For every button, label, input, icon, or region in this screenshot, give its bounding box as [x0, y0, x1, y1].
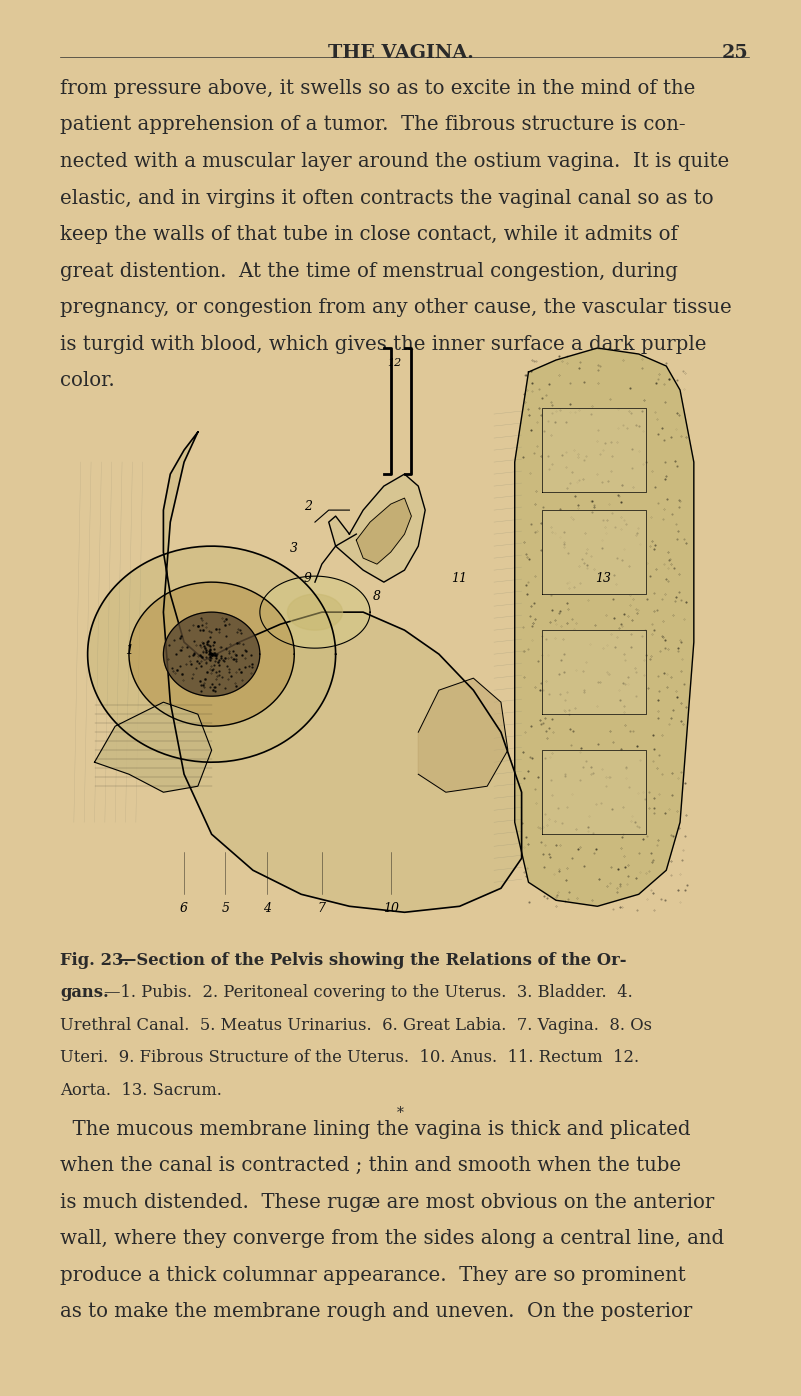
- Polygon shape: [95, 702, 211, 793]
- Polygon shape: [356, 498, 412, 564]
- Text: —1. Pubis.  2. Peritoneal covering to the Uterus.  3. Bladder.  4.: —1. Pubis. 2. Peritoneal covering to the…: [104, 984, 633, 1001]
- Text: great distention.  At the time of menstrual congestion, during: great distention. At the time of menstru…: [60, 262, 678, 281]
- Text: from pressure above, it swells so as to excite in the mind of the: from pressure above, it swells so as to …: [60, 78, 695, 98]
- Polygon shape: [515, 348, 694, 906]
- Text: pregnancy, or congestion from any other cause, the vascular tissue: pregnancy, or congestion from any other …: [60, 299, 732, 317]
- Text: Aorta.  13. Sacrum.: Aorta. 13. Sacrum.: [60, 1082, 222, 1099]
- Text: 3: 3: [290, 542, 298, 556]
- Text: 5: 5: [221, 902, 229, 916]
- Text: 6: 6: [180, 902, 188, 916]
- Text: 9: 9: [304, 572, 312, 585]
- Polygon shape: [542, 408, 646, 493]
- Text: is turgid with blood, which gives the inner surface a dark purple: is turgid with blood, which gives the in…: [60, 335, 706, 355]
- Text: 8: 8: [373, 591, 381, 603]
- Text: nected with a muscular layer around the ostium vagina.  It is quite: nected with a muscular layer around the …: [60, 152, 730, 172]
- Text: —Section of the Pelvis showing the Relations of the Or-: —Section of the Pelvis showing the Relat…: [120, 952, 626, 969]
- Text: elastic, and in virgins it often contracts the vaginal canal so as to: elastic, and in virgins it often contrac…: [60, 188, 714, 208]
- Text: patient apprehension of a tumor.  The fibrous structure is con-: patient apprehension of a tumor. The fib…: [60, 116, 686, 134]
- Text: 7: 7: [318, 902, 326, 916]
- Polygon shape: [260, 577, 370, 648]
- Text: 4: 4: [263, 902, 271, 916]
- Text: color.: color.: [60, 371, 115, 391]
- Polygon shape: [418, 678, 508, 793]
- Text: when the canal is contracted ; thin and smooth when the tube: when the canal is contracted ; thin and …: [60, 1156, 681, 1175]
- Polygon shape: [328, 475, 425, 582]
- Text: keep the walls of that tube in close contact, while it admits of: keep the walls of that tube in close con…: [60, 225, 678, 244]
- Text: 10: 10: [383, 902, 399, 916]
- Text: Fig. 23.: Fig. 23.: [60, 952, 129, 969]
- Text: gans.: gans.: [60, 984, 109, 1001]
- Polygon shape: [288, 595, 343, 630]
- Text: produce a thick columnar appearance.  They are so prominent: produce a thick columnar appearance. The…: [60, 1266, 686, 1284]
- Text: *: *: [397, 1106, 404, 1120]
- Text: Urethral Canal.  5. Meatus Urinarius.  6. Great Labia.  7. Vagina.  8. Os: Urethral Canal. 5. Meatus Urinarius. 6. …: [60, 1016, 652, 1034]
- Polygon shape: [129, 582, 294, 726]
- Text: Uteri.  9. Fibrous Structure of the Uterus.  10. Anus.  11. Rectum  12.: Uteri. 9. Fibrous Structure of the Uteru…: [60, 1050, 639, 1067]
- Polygon shape: [542, 630, 646, 715]
- Polygon shape: [542, 750, 646, 835]
- Text: is much distended.  These rugæ are most obvious on the anterior: is much distended. These rugæ are most o…: [60, 1192, 714, 1212]
- Polygon shape: [163, 613, 260, 697]
- Text: 25: 25: [723, 43, 749, 61]
- Text: 13: 13: [595, 572, 611, 585]
- Polygon shape: [542, 510, 646, 595]
- Text: 2: 2: [304, 500, 312, 514]
- Text: 12: 12: [387, 357, 401, 369]
- Text: 1: 1: [125, 644, 133, 658]
- Polygon shape: [163, 433, 521, 913]
- Polygon shape: [87, 546, 336, 762]
- Text: THE VAGINA.: THE VAGINA.: [328, 43, 473, 61]
- Text: 11: 11: [452, 572, 468, 585]
- Text: as to make the membrane rough and uneven.  On the posterior: as to make the membrane rough and uneven…: [60, 1302, 692, 1322]
- Text: wall, where they converge from the sides along a central line, and: wall, where they converge from the sides…: [60, 1230, 724, 1248]
- Text: The mucous membrane lining the vagina is thick and plicated: The mucous membrane lining the vagina is…: [60, 1120, 690, 1139]
